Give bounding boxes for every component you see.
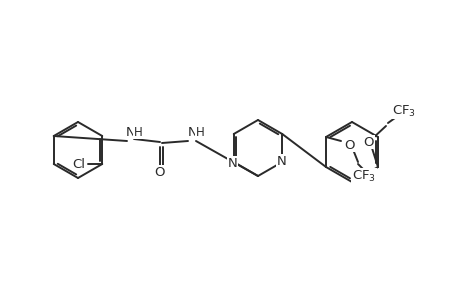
Text: Cl: Cl (73, 158, 85, 170)
Text: O: O (154, 166, 165, 178)
Text: CF$_3$: CF$_3$ (351, 169, 375, 184)
Text: N: N (227, 157, 237, 169)
Text: O: O (343, 139, 353, 152)
Text: H: H (133, 125, 142, 139)
Text: CF$_3$: CF$_3$ (391, 103, 415, 118)
Text: N: N (188, 125, 197, 139)
Text: N: N (126, 125, 135, 139)
Text: O: O (363, 136, 374, 148)
Text: N: N (276, 154, 285, 167)
Text: H: H (195, 125, 204, 139)
